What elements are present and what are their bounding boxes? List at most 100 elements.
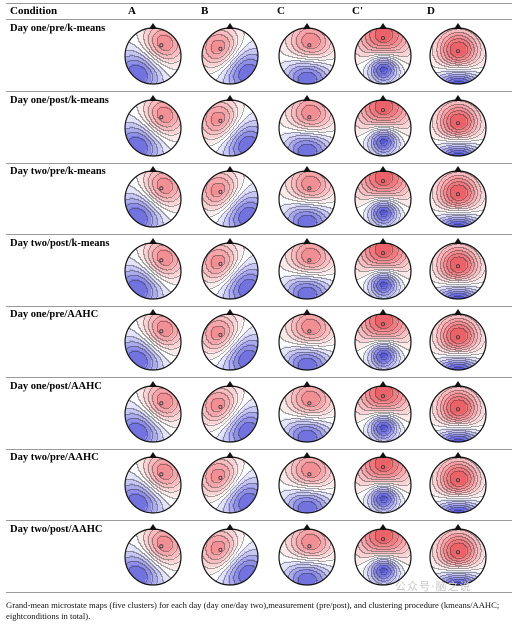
topomap-c (278, 94, 336, 157)
topomap-a (124, 94, 182, 157)
extremum-marker (218, 475, 223, 480)
scalp-outline (278, 313, 336, 371)
row-label: Day one/pre/AAHC (10, 309, 98, 320)
scalp-outline (124, 456, 182, 514)
scalp-outline (278, 98, 336, 157)
topomap-c (278, 166, 336, 228)
scalp-outline (124, 241, 182, 300)
extremum-marker (455, 49, 460, 54)
scalp-outline (201, 313, 259, 371)
extremum-marker (218, 547, 223, 552)
extremum-marker (380, 179, 385, 184)
extremum-marker (159, 186, 164, 191)
topomap-b (201, 523, 259, 586)
topomap-c-prime (354, 166, 412, 228)
row-label: Day two/post/k-means (10, 238, 109, 249)
extremum-marker (380, 107, 385, 112)
topomap-d (429, 523, 487, 586)
topomap-a (124, 309, 182, 371)
scalp-outline (201, 527, 259, 586)
scalp-outline (201, 456, 259, 514)
extremum-marker (218, 332, 223, 337)
extremum-marker (159, 114, 164, 119)
scalp-outline (354, 456, 412, 514)
topomap-c (278, 452, 336, 514)
extremum-marker (455, 120, 460, 125)
extremum-marker (380, 36, 385, 41)
extremum-marker (307, 43, 312, 48)
scalp-outline (124, 313, 182, 371)
scalp-outline (278, 170, 336, 228)
topomap-b (201, 237, 259, 300)
topomap-a (124, 237, 182, 300)
topomap-d (429, 166, 487, 228)
row-divider (6, 591, 512, 593)
topomap-c-prime (354, 94, 412, 157)
topomap-c-prime (354, 23, 412, 85)
extremum-marker (307, 114, 312, 119)
row-divider (6, 448, 512, 450)
scalp-outline (354, 27, 412, 85)
topomap-b (201, 94, 259, 157)
topomap-d (429, 237, 487, 300)
scalp-outline (429, 384, 487, 443)
scalp-outline (429, 456, 487, 514)
topomap-c-prime (354, 380, 412, 443)
extremum-marker (218, 261, 223, 266)
scalp-outline (278, 241, 336, 300)
extremum-marker (159, 329, 164, 334)
extremum-marker (307, 400, 312, 405)
topomap-c (278, 309, 336, 371)
extremum-marker (159, 43, 164, 48)
topomap-b (201, 23, 259, 85)
row-divider (6, 377, 512, 378)
extremum-marker (159, 543, 164, 548)
topomap-d (429, 452, 487, 514)
extremum-marker (218, 189, 223, 194)
extremum-marker (380, 250, 385, 255)
scalp-outline (354, 170, 412, 228)
extremum-marker (218, 404, 223, 409)
row-divider (6, 91, 512, 92)
topomap-d (429, 94, 487, 157)
column-header-c: C (277, 5, 285, 17)
extremum-marker (159, 400, 164, 405)
topomap-c (278, 523, 336, 586)
scalp-outline (201, 170, 259, 228)
extremum-marker (307, 472, 312, 477)
scalp-outline (354, 527, 412, 586)
topomap-c (278, 23, 336, 85)
extremum-marker (218, 118, 223, 123)
topomap-c-prime (354, 523, 412, 586)
extremum-marker (307, 329, 312, 334)
condition-header: Condition (10, 5, 57, 17)
row-divider (6, 305, 512, 307)
column-header-b: B (201, 5, 208, 17)
scalp-outline (278, 384, 336, 443)
row-label: Day one/post/AAHC (10, 381, 102, 392)
scalp-outline (429, 170, 487, 228)
scalp-outline (201, 384, 259, 443)
extremum-marker (455, 406, 460, 411)
topomap-d (429, 309, 487, 371)
table-top-rule (6, 3, 512, 4)
extremum-marker (455, 192, 460, 197)
topomap-a (124, 166, 182, 228)
topomap-a (124, 452, 182, 514)
scalp-outline (278, 527, 336, 586)
topomap-c-prime (354, 237, 412, 300)
scalp-outline (201, 241, 259, 300)
figure-caption: Grand-mean microstate maps (five cluster… (6, 600, 514, 622)
topomap-b (201, 452, 259, 514)
scalp-outline (278, 27, 336, 85)
watermark: 公众号·脑之说 (395, 578, 472, 594)
extremum-marker (218, 46, 223, 51)
extremum-marker (380, 393, 385, 398)
scalp-outline (429, 241, 487, 300)
topomap-a (124, 380, 182, 443)
scalp-outline (124, 98, 182, 157)
extremum-marker (307, 186, 312, 191)
scalp-outline (201, 27, 259, 85)
topomap-c-prime (354, 309, 412, 371)
scalp-outline (429, 527, 487, 586)
